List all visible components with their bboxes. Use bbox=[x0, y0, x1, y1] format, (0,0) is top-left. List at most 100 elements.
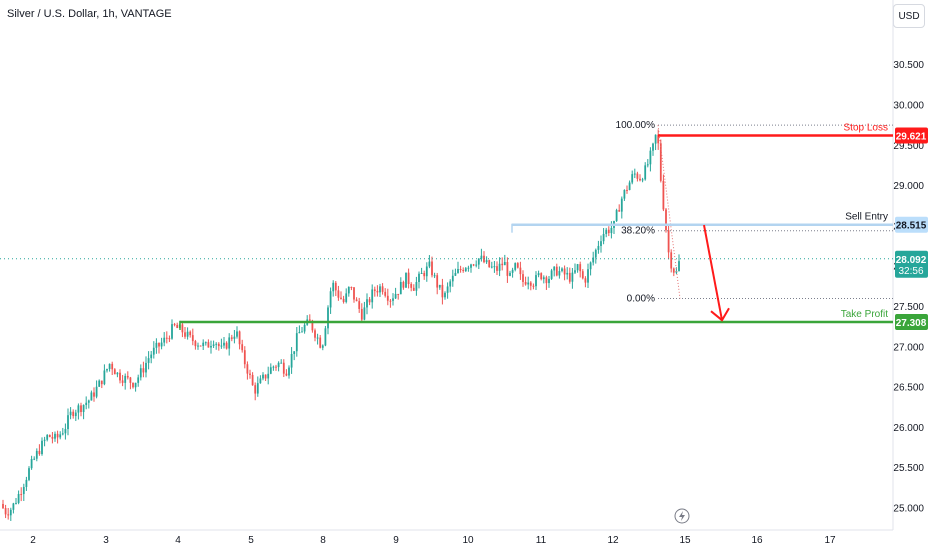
candle-body bbox=[449, 281, 452, 287]
candle-body bbox=[316, 337, 319, 339]
candle-body bbox=[98, 380, 101, 387]
candle-body bbox=[423, 272, 426, 277]
candle-body bbox=[654, 134, 657, 144]
candle-body bbox=[529, 282, 532, 286]
candle-body bbox=[386, 295, 389, 301]
candle-body bbox=[246, 364, 249, 374]
candle-body bbox=[126, 375, 129, 378]
candle-body bbox=[259, 378, 262, 384]
candle-body bbox=[470, 264, 472, 268]
lightning-icon-glyph bbox=[679, 511, 685, 521]
candle-body bbox=[87, 400, 90, 403]
candle-body bbox=[334, 282, 337, 291]
x-tick-label: 5 bbox=[248, 535, 254, 546]
candle-body bbox=[412, 287, 415, 291]
candle-body bbox=[212, 344, 215, 346]
candle-body bbox=[254, 385, 257, 394]
candle-body bbox=[233, 336, 236, 339]
candle-body bbox=[615, 210, 618, 222]
candle-body bbox=[4, 508, 7, 515]
candle-body bbox=[262, 374, 264, 379]
candle-body bbox=[267, 373, 270, 379]
price-label: 28.515 bbox=[896, 221, 927, 232]
candle-body bbox=[592, 257, 595, 263]
price-label: 29.621 bbox=[896, 132, 927, 143]
candle-body bbox=[332, 282, 335, 292]
candle-body bbox=[119, 372, 121, 381]
candle-body bbox=[17, 494, 20, 503]
candle-body bbox=[184, 332, 186, 337]
x-tick-label: 10 bbox=[462, 535, 474, 546]
candle-body bbox=[501, 263, 504, 266]
x-tick-label: 8 bbox=[320, 535, 326, 546]
candle-body bbox=[407, 272, 410, 284]
candle-body bbox=[69, 411, 72, 416]
candle-body bbox=[340, 297, 342, 299]
candle-body bbox=[579, 264, 582, 272]
candle-body bbox=[134, 382, 137, 388]
candle-body bbox=[394, 293, 397, 299]
candle-body bbox=[22, 486, 25, 495]
candle-body bbox=[129, 377, 132, 383]
candle-body bbox=[402, 281, 405, 288]
candle-body bbox=[80, 405, 82, 413]
candle-body bbox=[358, 301, 361, 309]
price-label-box bbox=[895, 216, 928, 233]
candle-body bbox=[350, 287, 353, 289]
candle-body bbox=[337, 290, 340, 298]
candle-body bbox=[210, 345, 212, 348]
y-tick-label: 30.500 bbox=[893, 60, 924, 71]
candle-body bbox=[137, 377, 140, 383]
candle-body bbox=[272, 366, 275, 368]
candle-body bbox=[366, 299, 368, 308]
candle-body bbox=[597, 245, 600, 250]
candle-body bbox=[7, 514, 10, 516]
candle-body bbox=[121, 380, 124, 383]
candle-body bbox=[163, 337, 166, 343]
candle-body bbox=[150, 354, 153, 359]
candle-body bbox=[548, 278, 550, 284]
candle-body bbox=[568, 272, 571, 282]
candle-body bbox=[433, 275, 436, 277]
y-tick-label: 25.500 bbox=[893, 463, 924, 474]
candle-body bbox=[238, 331, 241, 345]
candle-body bbox=[553, 266, 556, 271]
candle-body bbox=[236, 331, 238, 337]
x-tick-label: 12 bbox=[607, 535, 619, 546]
candle-body bbox=[381, 286, 384, 292]
candle-body bbox=[425, 266, 428, 277]
candle-body bbox=[488, 260, 491, 267]
candle-body bbox=[202, 342, 205, 346]
candle-body bbox=[280, 362, 283, 364]
candle-body bbox=[373, 289, 376, 291]
candle-body bbox=[2, 503, 4, 509]
current-price-box bbox=[895, 250, 928, 278]
currency-button[interactable]: USD bbox=[893, 4, 925, 28]
candle-body bbox=[33, 458, 36, 460]
candle-body bbox=[493, 266, 496, 268]
candle-body bbox=[225, 342, 228, 349]
candle-body bbox=[282, 362, 285, 374]
candle-body bbox=[59, 434, 62, 438]
candle-body bbox=[241, 344, 244, 351]
candle-body bbox=[215, 343, 218, 345]
candle-body bbox=[48, 435, 51, 437]
candle-body bbox=[165, 337, 168, 339]
candle-body bbox=[561, 268, 563, 272]
candle-body bbox=[288, 367, 290, 376]
candle-body bbox=[589, 262, 592, 270]
candle-body bbox=[116, 372, 119, 375]
candle-body bbox=[610, 227, 613, 234]
candle-body bbox=[563, 268, 566, 275]
candle-body bbox=[641, 179, 644, 181]
candle-body bbox=[308, 319, 311, 321]
candle-body bbox=[649, 150, 652, 165]
candle-body bbox=[496, 266, 498, 271]
candle-body bbox=[506, 261, 509, 276]
candle-body bbox=[111, 363, 114, 370]
candle-body bbox=[275, 366, 277, 368]
candle-body bbox=[537, 273, 540, 276]
candle-body bbox=[319, 337, 322, 348]
candle-body bbox=[85, 402, 88, 406]
